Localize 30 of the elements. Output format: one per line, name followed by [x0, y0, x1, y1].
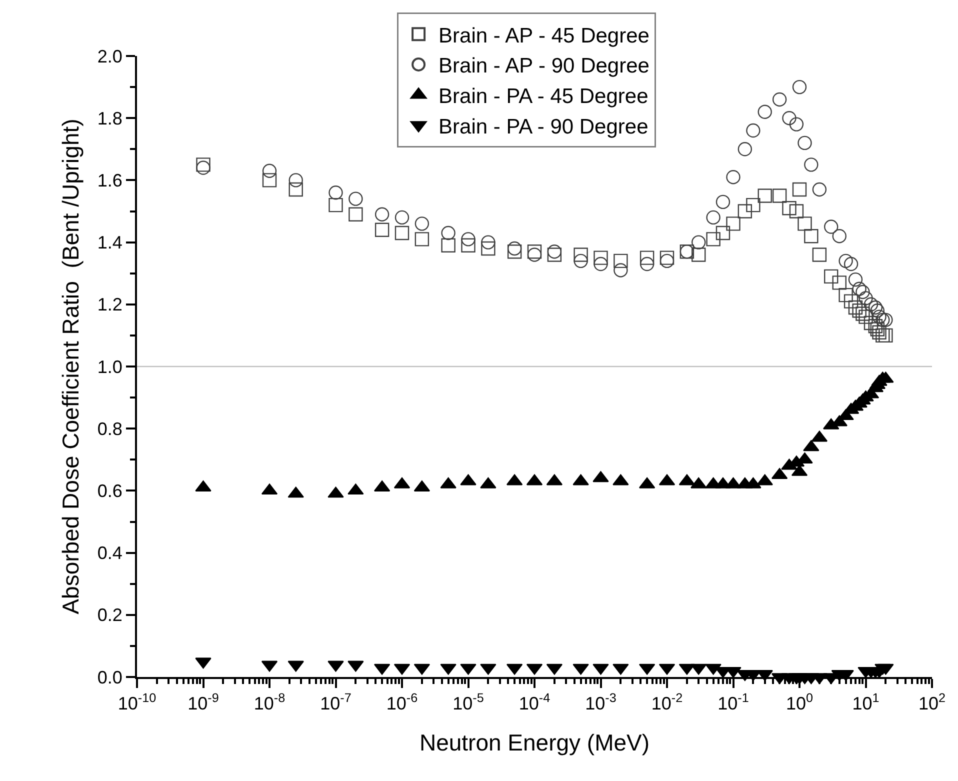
y-tick-label: 0.8 [97, 418, 122, 439]
y-tick-label: 0.6 [97, 481, 122, 501]
x-tick-label: 10$^{-5}$ [452, 691, 484, 714]
x-tick-label: 10$^{-7}$ [320, 691, 352, 714]
y-tick-label: 0.4 [97, 543, 122, 564]
legend-label: Brain - PA - 45 Degree [438, 84, 648, 108]
y-tick-label: 2.0 [97, 46, 122, 66]
x-tick-label: 10$^{-10}$ [118, 691, 156, 714]
x-tick-label: 10$^{0}$ [786, 691, 814, 714]
y-tick-label: 1.4 [97, 232, 122, 253]
x-tick-label: 10$^{1}$ [852, 691, 880, 714]
x-axis-title: Neutron Energy (MeV) [419, 730, 650, 756]
y-tick-label: 0.2 [97, 605, 122, 626]
x-tick-label: 10$^{-4}$ [518, 691, 550, 714]
x-tick-label: 10$^{-1}$ [718, 691, 749, 714]
x-tick-label: 10$^{-6}$ [386, 691, 418, 714]
legend-label: Brain - AP - 90 Degree [438, 54, 650, 78]
x-tick-label: 10$^{2}$ [918, 691, 946, 714]
y-tick-label: 1.8 [97, 108, 122, 128]
legend-label: Brain - AP - 45 Degree [438, 24, 650, 48]
legend-label: Brain - PA - 90 Degree [438, 115, 648, 138]
y-tick-label: 1.0 [97, 356, 122, 377]
x-tick-label: 10$^{-8}$ [254, 691, 286, 714]
y-tick-label: 1.6 [97, 170, 122, 190]
x-tick-label: 10$^{-3}$ [585, 691, 616, 714]
y-axis-title: Absorbed Dose Coefficient Ratio (Bent /Upright) [57, 118, 84, 614]
x-tick-label: 10$^{-2}$ [651, 691, 683, 714]
x-tick-label: 10$^{-9}$ [188, 691, 219, 714]
y-tick-label: 0.0 [97, 667, 122, 688]
y-tick-label: 1.2 [97, 294, 122, 315]
